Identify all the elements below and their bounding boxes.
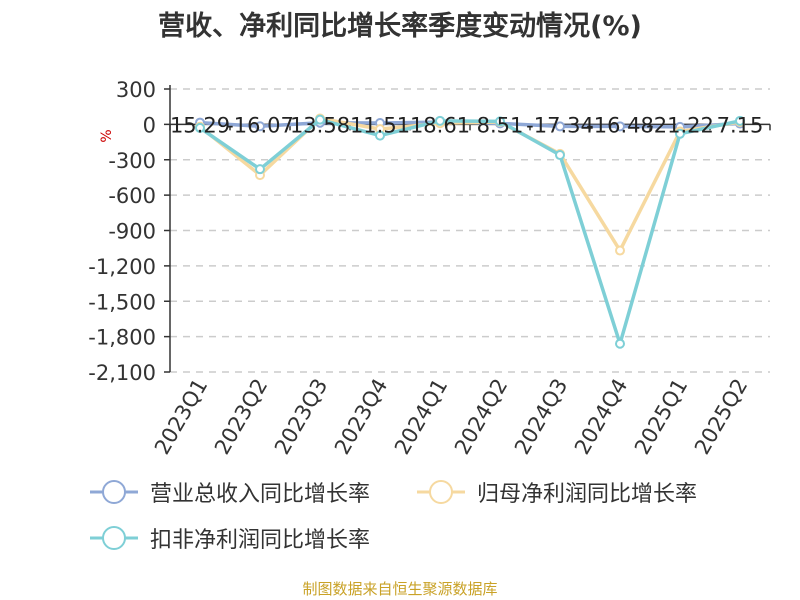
grid-lines <box>170 88 770 373</box>
data-label: 15.29 <box>170 113 230 137</box>
legend-label-deducted-net-profit: 扣非净利润同比增长率 <box>150 528 371 553</box>
x-tick-label: 2024Q4 <box>570 375 632 459</box>
x-tick-label: 2024Q1 <box>390 375 452 459</box>
data-label: 13.58 <box>290 113 350 137</box>
data-point-net_profit <box>615 245 625 256</box>
data-point-deducted_net_profit <box>435 115 445 126</box>
x-tick-label: 2024Q3 <box>510 375 572 459</box>
data-point-deducted_net_profit <box>375 130 385 141</box>
data-label: 7.15 <box>717 113 764 137</box>
x-tick-label: 2024Q2 <box>450 375 512 459</box>
data-point-deducted_net_profit <box>675 128 685 139</box>
data-point-deducted_net_profit <box>315 114 325 125</box>
data-label: 8.51 <box>477 113 524 137</box>
x-tick-label: 2023Q4 <box>330 375 392 459</box>
data-source-note: 制图数据来自恒生聚源数据库 <box>302 580 498 598</box>
data-label: -16.07 <box>226 113 294 137</box>
data-point-revenue <box>255 121 265 132</box>
data-point-deducted_net_profit <box>615 338 625 349</box>
x-tick-label: 2023Q3 <box>270 375 332 459</box>
legend-net-profit-marker-icon <box>417 480 465 504</box>
y-tick-label: -1,800 <box>88 326 156 350</box>
data-point-deducted_net_profit <box>735 115 745 126</box>
data-point-revenue <box>555 121 565 132</box>
x-tick-label: 2025Q1 <box>630 375 692 459</box>
y-tick-label: -2,100 <box>88 361 156 385</box>
data-point-deducted_net_profit <box>195 122 205 133</box>
y-tick-label: 300 <box>116 78 156 102</box>
x-tick-label: 2025Q2 <box>690 375 752 459</box>
x-tick-label: 2023Q2 <box>210 375 272 459</box>
data-point-revenue <box>615 121 625 132</box>
y-tick-label: -900 <box>108 220 156 244</box>
data-point-deducted_net_profit <box>255 164 265 175</box>
x-tick-label: 2023Q1 <box>150 375 212 459</box>
data-label: 18.61 <box>410 113 470 137</box>
y-tick-label: -1,500 <box>88 290 156 314</box>
y-tick-label: -1,200 <box>88 255 156 279</box>
legend-item-revenue[interactable]: 营业总收入同比增长率 <box>88 476 370 508</box>
legend-label-net-profit: 归母净利润同比增长率 <box>477 482 698 507</box>
data-point-deducted_net_profit <box>555 150 565 161</box>
y-tick-label: 0 <box>143 113 156 137</box>
legend-label-revenue: 营业总收入同比增长率 <box>150 482 371 507</box>
y-unit-label: % <box>99 129 115 142</box>
data-label: -16.48 <box>586 113 654 137</box>
chart-title: 营收、净利同比增长率季度变动情况(%) <box>158 11 642 42</box>
data-label: 11.51 <box>350 113 410 137</box>
data-label: -17.34 <box>526 113 594 137</box>
legend-item-net-profit[interactable]: 归母净利润同比增长率 <box>415 476 697 508</box>
series-line-deducted_net_profit <box>199 117 741 346</box>
y-tick-label: -600 <box>108 184 156 208</box>
data-label: -21.22 <box>646 113 714 137</box>
legend-item-deducted-net-profit[interactable]: 扣非净利润同比增长率 <box>88 522 370 554</box>
data-point-deducted_net_profit <box>495 116 505 127</box>
y-tick-label: -300 <box>108 149 156 173</box>
series-lines <box>195 113 745 349</box>
legend-deducted-marker-icon <box>90 526 138 550</box>
legend-revenue-marker-icon <box>90 480 138 504</box>
